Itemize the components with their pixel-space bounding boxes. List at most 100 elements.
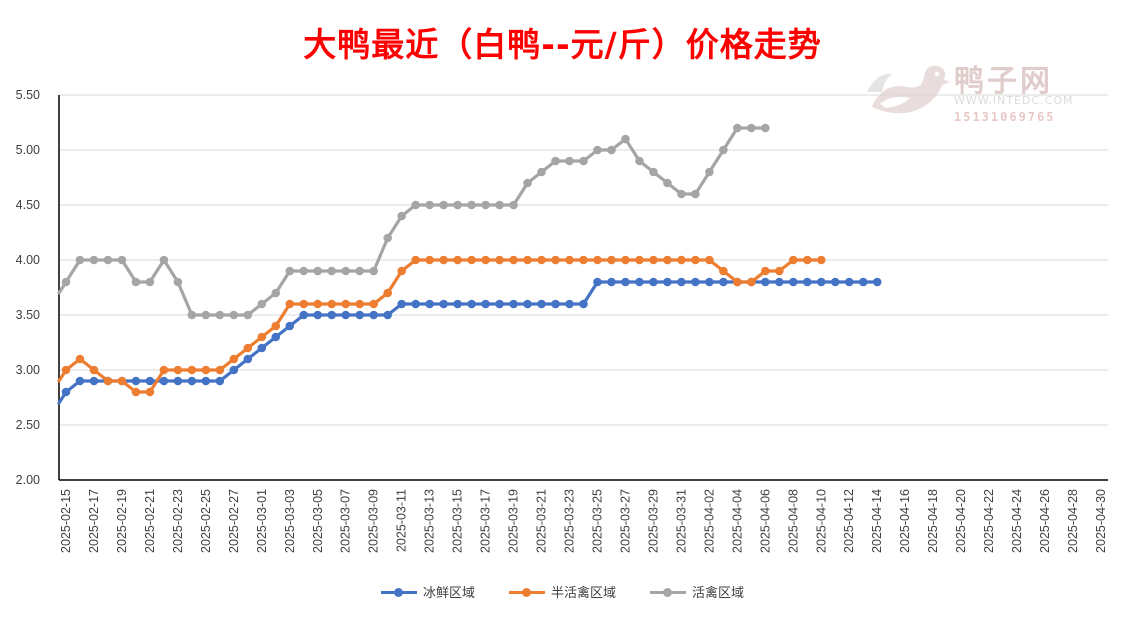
data-point — [705, 167, 714, 177]
data-point — [285, 266, 295, 276]
data-point — [747, 123, 756, 133]
legend-item: 活禽区域 — [650, 582, 744, 601]
y-tick-label: 4.00 — [16, 253, 40, 267]
duck-logo-icon — [867, 65, 950, 114]
x-tick-label: 2025-03-17 — [479, 489, 493, 553]
x-tick-label: 2025-02-15 — [59, 489, 73, 553]
x-tick-label: 2025-03-13 — [423, 489, 437, 553]
data-point — [117, 255, 127, 265]
x-tick-label: 2025-04-18 — [926, 489, 940, 553]
x-tick-label: 2025-04-20 — [954, 489, 968, 553]
data-point — [537, 299, 546, 309]
data-point — [872, 277, 882, 287]
data-point — [481, 200, 490, 210]
data-point — [187, 365, 197, 375]
data-point — [747, 277, 756, 287]
y-tick-label: 2.00 — [16, 473, 40, 487]
data-point — [117, 376, 127, 386]
legend-swatch — [650, 585, 686, 599]
x-tick-label: 2025-03-25 — [590, 489, 604, 553]
data-point — [383, 310, 392, 320]
x-tick-label: 2025-03-05 — [311, 489, 325, 553]
data-point — [243, 343, 253, 353]
y-tick-label: 4.50 — [16, 198, 40, 212]
data-point — [691, 277, 700, 287]
data-point — [89, 255, 99, 265]
data-point — [607, 277, 616, 287]
x-tick-label: 2025-02-23 — [171, 489, 185, 553]
data-point — [593, 277, 602, 287]
data-point — [159, 255, 169, 265]
data-point — [257, 332, 267, 342]
data-point — [313, 266, 323, 276]
data-point — [229, 354, 239, 364]
data-point — [299, 299, 309, 309]
data-point — [761, 277, 770, 287]
y-tick-label: 5.50 — [16, 88, 40, 102]
data-point — [635, 156, 644, 166]
data-point — [635, 255, 644, 265]
data-point — [537, 167, 546, 177]
data-point — [201, 376, 211, 386]
data-point — [551, 156, 560, 166]
y-tick-label: 3.00 — [16, 363, 40, 377]
data-point — [201, 365, 211, 375]
data-point — [439, 255, 448, 265]
data-point — [271, 288, 281, 298]
data-point — [341, 266, 351, 276]
x-tick-label: 2025-03-31 — [674, 489, 688, 553]
data-point — [481, 299, 490, 309]
data-point — [635, 277, 644, 287]
data-point — [145, 376, 155, 386]
data-point — [551, 299, 560, 309]
data-point — [663, 178, 672, 188]
data-point — [705, 255, 714, 265]
x-tick-label: 2025-04-26 — [1038, 489, 1052, 553]
data-point — [719, 266, 728, 276]
data-point — [733, 277, 742, 287]
data-point — [397, 266, 406, 276]
watermark-url: WWW.INTEDC.COM — [954, 94, 1074, 107]
data-point — [481, 255, 490, 265]
data-point — [425, 200, 434, 210]
data-point — [467, 255, 476, 265]
data-point — [341, 299, 351, 309]
y-tick-label: 2.50 — [16, 418, 40, 432]
data-point — [439, 299, 448, 309]
data-point — [341, 310, 351, 320]
data-point — [789, 255, 798, 265]
data-point — [397, 299, 406, 309]
data-point — [299, 310, 309, 320]
y-tick-label: 5.00 — [16, 143, 40, 157]
legend-label: 半活禽区域 — [550, 586, 616, 601]
legend-item: 冰鲜区域 — [380, 582, 475, 601]
data-point — [75, 255, 85, 265]
x-tick-label: 2025-04-04 — [730, 489, 744, 553]
x-axis-ticks: 2025-02-15 2025-02-17 2025-02-19 2025-02-21… — [59, 489, 1108, 553]
series-3 — [57, 123, 770, 320]
data-point — [802, 255, 812, 265]
y-tick-label: 3.50 — [16, 308, 40, 322]
data-point — [369, 266, 379, 276]
x-tick-label: 2025-04-06 — [758, 489, 772, 553]
data-point — [565, 255, 574, 265]
data-point — [816, 277, 826, 287]
data-point — [509, 299, 518, 309]
series-line — [57, 126, 767, 317]
data-point — [411, 200, 420, 210]
watermark-phone: 15131069765 — [954, 110, 1056, 124]
data-point — [565, 156, 574, 166]
data-point — [215, 310, 225, 320]
x-tick-label: 2025-03-23 — [563, 489, 577, 553]
y-axis-ticks: 2.00 2.50 3.00 3.50 4.00 4.50 5.00 5.50 — [16, 88, 40, 487]
data-point — [649, 255, 658, 265]
data-point — [649, 277, 658, 287]
x-tick-label: 2025-04-16 — [898, 489, 912, 553]
x-tick-label: 2025-04-12 — [842, 489, 856, 553]
data-point — [705, 277, 714, 287]
data-point — [159, 376, 169, 386]
legend-label: 活禽区域 — [692, 586, 745, 601]
data-point — [327, 266, 337, 276]
data-point — [761, 123, 770, 133]
